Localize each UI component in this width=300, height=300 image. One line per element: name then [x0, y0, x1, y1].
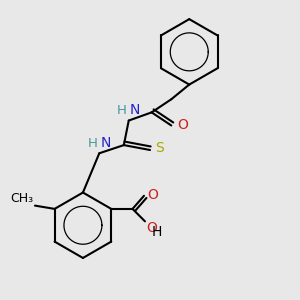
Text: S: S [155, 141, 164, 155]
Text: H: H [88, 137, 97, 150]
Text: O: O [147, 221, 158, 235]
Text: O: O [147, 188, 158, 202]
Text: N: N [130, 103, 140, 117]
Text: H: H [152, 225, 162, 239]
Text: O: O [177, 118, 188, 133]
Text: N: N [100, 136, 111, 150]
Text: H: H [117, 104, 127, 117]
Text: CH₃: CH₃ [10, 192, 33, 205]
